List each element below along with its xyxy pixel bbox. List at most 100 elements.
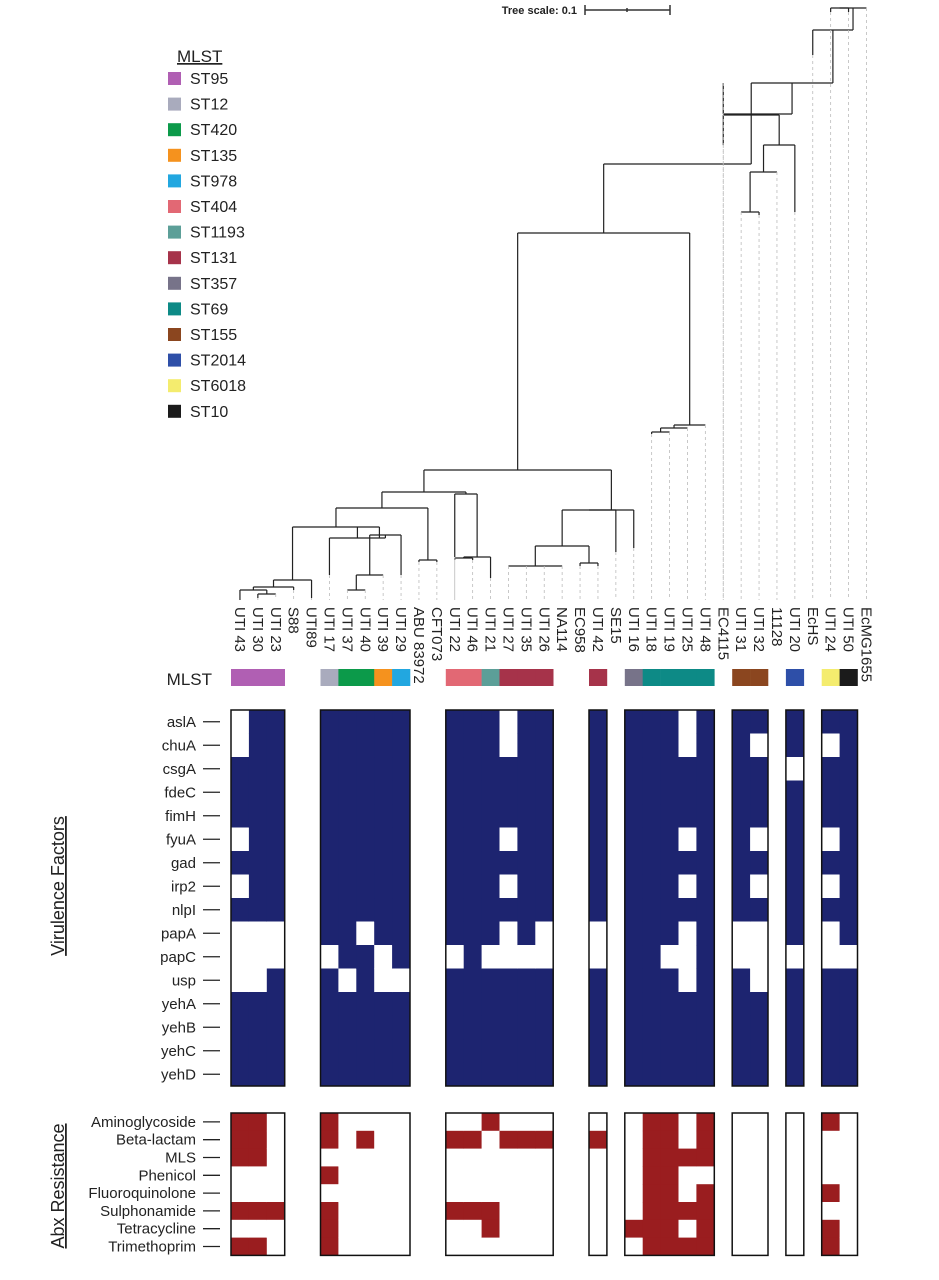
mlst-cell — [320, 669, 339, 686]
heat-cell — [678, 1219, 697, 1238]
legend-swatch-st978 — [168, 174, 181, 188]
heat-cell — [481, 1202, 500, 1221]
legend-label-st95: ST95 — [190, 71, 228, 88]
heat-cell — [463, 851, 482, 875]
heat-cell — [463, 1130, 482, 1149]
heat-cell — [374, 851, 393, 875]
heat-cell — [231, 1130, 250, 1149]
heat-cell — [589, 851, 608, 875]
legend-label-st404: ST404 — [190, 199, 237, 216]
mlst-cell — [660, 669, 679, 686]
heat-cell — [320, 874, 339, 899]
heat-cell — [696, 1062, 715, 1087]
heat-cell — [642, 1039, 661, 1063]
heat-cell — [374, 1039, 393, 1063]
heat-cell — [517, 968, 536, 993]
heat-cell — [785, 1039, 805, 1063]
heat-cell — [696, 804, 715, 828]
heat-cell — [785, 945, 805, 969]
heat-cell — [660, 1062, 679, 1087]
heat-cell — [356, 733, 375, 758]
heat-cell — [750, 945, 769, 969]
heat-cell — [392, 804, 411, 828]
row-label: Sulphonamide — [100, 1203, 196, 1220]
heat-cell — [517, 898, 536, 922]
legend-swatch-st12 — [168, 97, 181, 111]
heat-cell — [750, 1148, 769, 1167]
strain-label: UTI 24 — [822, 607, 839, 652]
heat-cell — [821, 898, 840, 922]
heat-cell — [445, 1148, 465, 1167]
heat-cell — [499, 804, 518, 828]
heat-cell — [624, 1062, 644, 1087]
heat-cell — [499, 1219, 518, 1238]
heat-cell — [839, 757, 858, 781]
heat-cell — [231, 1237, 250, 1256]
heat-cell — [785, 992, 805, 1016]
heat-cell — [839, 1219, 858, 1238]
heat-cell — [660, 780, 679, 805]
heat-cell — [320, 945, 339, 969]
heat-cell — [463, 921, 482, 946]
heat-cell — [356, 1015, 375, 1040]
heat-cell — [266, 733, 286, 758]
heat-cell — [839, 1166, 858, 1185]
heat-cell — [678, 921, 697, 946]
heat-cell — [732, 1202, 751, 1221]
heat-cell — [392, 1166, 411, 1185]
heat-cell — [517, 992, 536, 1016]
heat-cell — [356, 1062, 375, 1087]
strain-label: UTI 20 — [786, 607, 803, 652]
heat-cell — [231, 710, 250, 734]
heat-cell — [338, 1062, 357, 1087]
row-label: Fluoroquinolone — [88, 1185, 196, 1202]
heat-cell — [463, 1039, 482, 1063]
heat-cell — [499, 921, 518, 946]
heat-cell — [248, 945, 268, 969]
mlst-cell — [445, 669, 464, 686]
heat-cell — [732, 945, 751, 969]
heat-cell — [338, 921, 357, 946]
heat-cell — [839, 780, 858, 805]
heat-cell — [481, 780, 500, 805]
heat-cell — [231, 757, 250, 781]
heat-cell — [266, 1130, 286, 1149]
heat-cell — [660, 827, 679, 852]
heat-cell — [499, 757, 518, 781]
heat-cell — [839, 945, 858, 969]
strain-label: UTI 32 — [750, 607, 767, 652]
row-label: fimH — [165, 808, 196, 825]
heat-cell — [785, 968, 805, 993]
heat-cell — [392, 1062, 411, 1087]
heat-cell — [642, 1237, 661, 1256]
heat-cell — [499, 1148, 518, 1167]
legend-label-st155: ST155 — [190, 327, 237, 344]
virulence-row-labels: aslA chuA csgA fdeC fimH fyuA gad irp2 nlpI papA p… — [160, 714, 220, 1083]
heat-cell — [821, 757, 840, 781]
heat-cell — [785, 898, 805, 922]
heat-cell — [678, 1184, 697, 1203]
legend-swatch-st131 — [168, 251, 181, 265]
heat-cell — [821, 1202, 840, 1221]
heat-cell — [624, 710, 644, 734]
resistance-heatmap — [230, 1112, 859, 1257]
heat-cell — [392, 757, 411, 781]
heat-cell — [517, 757, 536, 781]
heat-cell — [392, 992, 411, 1016]
heat-cell — [660, 851, 679, 875]
heat-cell — [624, 1184, 644, 1203]
heat-cell — [750, 968, 769, 993]
strain-label: 11128 — [768, 607, 785, 647]
heat-cell — [839, 1237, 858, 1256]
heat-cell — [266, 827, 286, 852]
heat-cell — [660, 757, 679, 781]
heat-cell — [374, 1148, 393, 1167]
heat-cell — [750, 1219, 769, 1238]
heat-cell — [481, 898, 500, 922]
strain-label: UTI 21 — [482, 607, 499, 652]
heat-cell — [231, 733, 250, 758]
heat-cell — [821, 1219, 840, 1238]
heat-cell — [374, 733, 393, 758]
row-label: aslA — [167, 714, 196, 731]
heat-cell — [231, 921, 250, 946]
